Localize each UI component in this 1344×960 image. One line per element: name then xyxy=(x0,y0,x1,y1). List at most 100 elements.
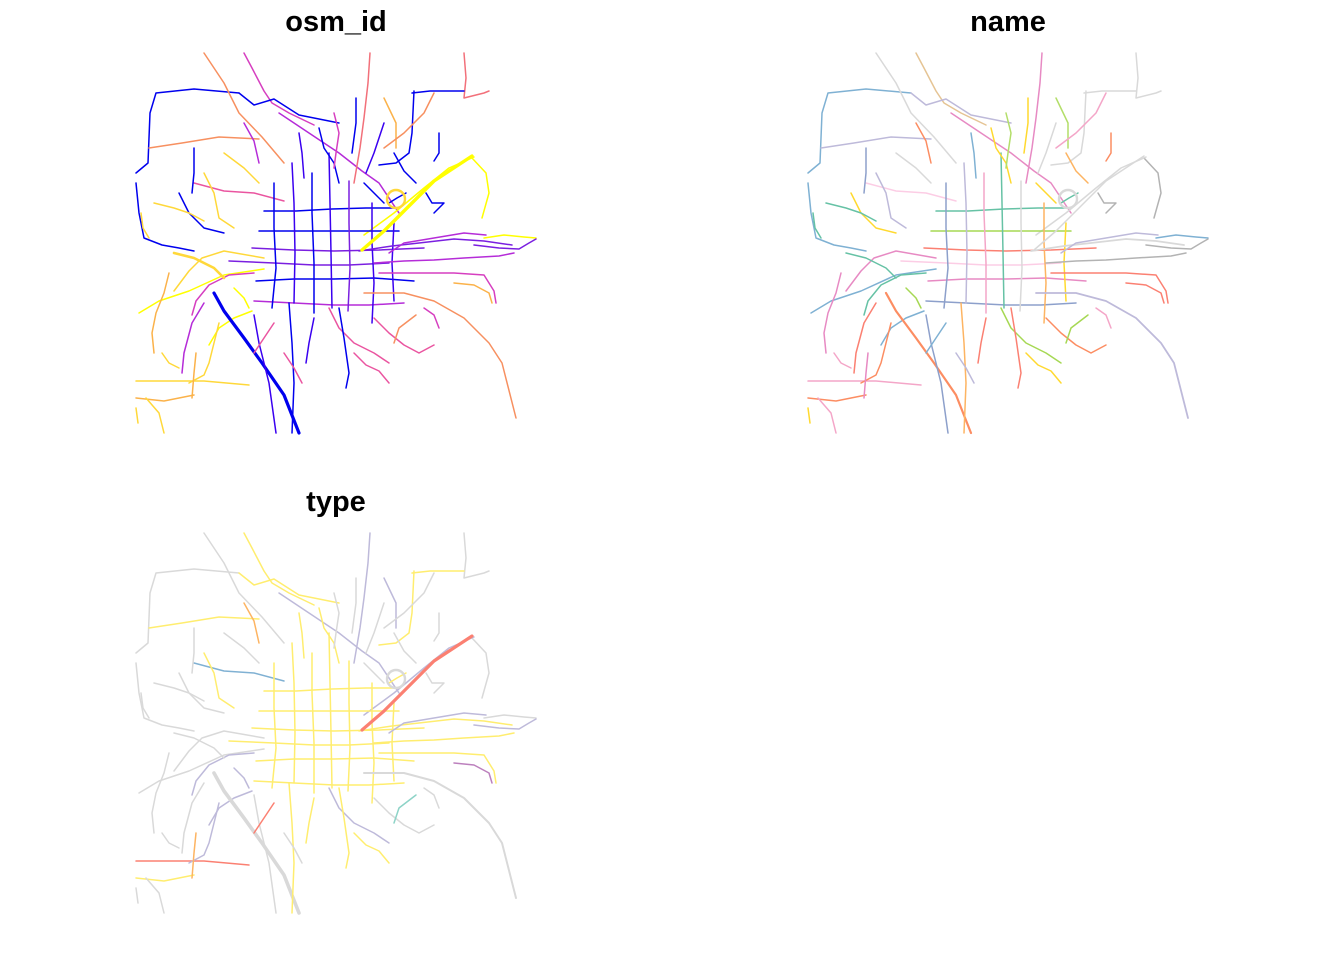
rail-line xyxy=(363,182,385,204)
rail-line xyxy=(353,532,371,664)
rail-line xyxy=(463,52,490,99)
rail-line xyxy=(990,127,1012,184)
rail-line xyxy=(1050,90,1087,166)
rail-line xyxy=(807,394,867,402)
rail-line xyxy=(298,612,305,659)
rail-line xyxy=(238,92,340,124)
rail-line xyxy=(253,322,275,354)
rail-line xyxy=(373,317,435,354)
rail-line xyxy=(135,407,139,424)
rail-line xyxy=(807,88,912,174)
rail-line xyxy=(863,147,867,194)
rail-line xyxy=(473,238,537,250)
rail-line xyxy=(135,182,195,252)
rail-line xyxy=(208,310,253,346)
rail-line xyxy=(807,380,922,386)
rail-line xyxy=(378,752,497,784)
rail-line xyxy=(135,88,240,174)
rail-line xyxy=(373,797,435,834)
rail-line xyxy=(305,317,315,364)
panel-title-type: type xyxy=(306,486,366,518)
rail-line xyxy=(178,192,225,234)
rail-line xyxy=(1063,222,1067,302)
rail-line xyxy=(378,570,415,646)
map-name xyxy=(807,52,1209,435)
rail-line xyxy=(243,122,260,164)
rail-line xyxy=(863,272,927,316)
rail-line xyxy=(425,192,445,214)
rail-line xyxy=(1125,282,1165,304)
rail-line xyxy=(483,714,537,719)
rail-line xyxy=(148,616,260,629)
rail-line xyxy=(433,132,440,162)
rail-line xyxy=(298,132,305,179)
rail-line xyxy=(318,127,340,184)
rail-line xyxy=(191,352,197,399)
rail-line xyxy=(353,52,371,184)
rail-line xyxy=(253,300,405,306)
rail-line xyxy=(288,302,295,434)
rail-line xyxy=(823,272,842,354)
rail-line xyxy=(365,602,385,654)
rail-line xyxy=(135,874,195,882)
rail-line xyxy=(188,322,220,384)
rail-line xyxy=(333,112,340,169)
rail-line xyxy=(1045,317,1107,354)
map-osm-id xyxy=(135,52,537,435)
panel-osm-id: osm_id xyxy=(0,0,672,480)
rail-line xyxy=(173,250,265,292)
rail-line xyxy=(263,687,395,692)
rail-line xyxy=(463,532,490,579)
rail-line xyxy=(178,672,225,714)
rail-line xyxy=(425,672,445,694)
rail-line xyxy=(373,732,515,744)
rail-line xyxy=(1005,112,1012,169)
rail-line xyxy=(1097,192,1117,214)
rail-line xyxy=(328,632,333,789)
rail-line xyxy=(351,97,357,154)
rail-line xyxy=(263,207,395,212)
rail-line xyxy=(271,182,277,309)
rail-line xyxy=(338,787,350,869)
rail-line xyxy=(1035,292,1189,419)
rail-line xyxy=(1025,352,1062,384)
rail-line xyxy=(255,757,415,762)
rail-line xyxy=(915,122,932,164)
rail-line xyxy=(203,532,285,644)
rail-line xyxy=(473,718,537,730)
rail-line xyxy=(233,767,250,789)
rail-line xyxy=(1000,307,1062,364)
rail-line xyxy=(850,192,897,234)
rail-line xyxy=(378,272,497,304)
rail-line xyxy=(1010,307,1022,389)
rail-line xyxy=(812,212,822,239)
rail-line xyxy=(905,287,922,309)
rail-line xyxy=(305,797,315,844)
rail-line xyxy=(181,302,205,374)
rail-line xyxy=(173,730,265,772)
rail-line xyxy=(363,292,517,419)
rail-line xyxy=(853,302,877,374)
rail-line xyxy=(950,112,1072,214)
rail-line xyxy=(135,568,240,654)
rail-line xyxy=(1145,238,1209,250)
rail-line xyxy=(338,307,350,389)
rail-line xyxy=(351,577,357,634)
panel-name: name xyxy=(672,0,1344,480)
rail-line xyxy=(411,570,465,574)
rail-line xyxy=(423,307,440,329)
rail-line xyxy=(135,394,195,402)
rail-line xyxy=(135,380,250,386)
rail-line xyxy=(193,182,285,202)
rail-line xyxy=(243,532,315,606)
rail-line xyxy=(1035,156,1147,236)
rail-line xyxy=(810,268,937,314)
rail-line xyxy=(925,314,949,434)
rail-line xyxy=(138,748,265,794)
rail-line xyxy=(393,152,417,184)
rail-line xyxy=(1055,92,1107,149)
rail-line xyxy=(145,877,165,914)
rail-line xyxy=(191,627,195,674)
rail-line xyxy=(1095,307,1112,329)
rail-line xyxy=(1019,180,1023,312)
